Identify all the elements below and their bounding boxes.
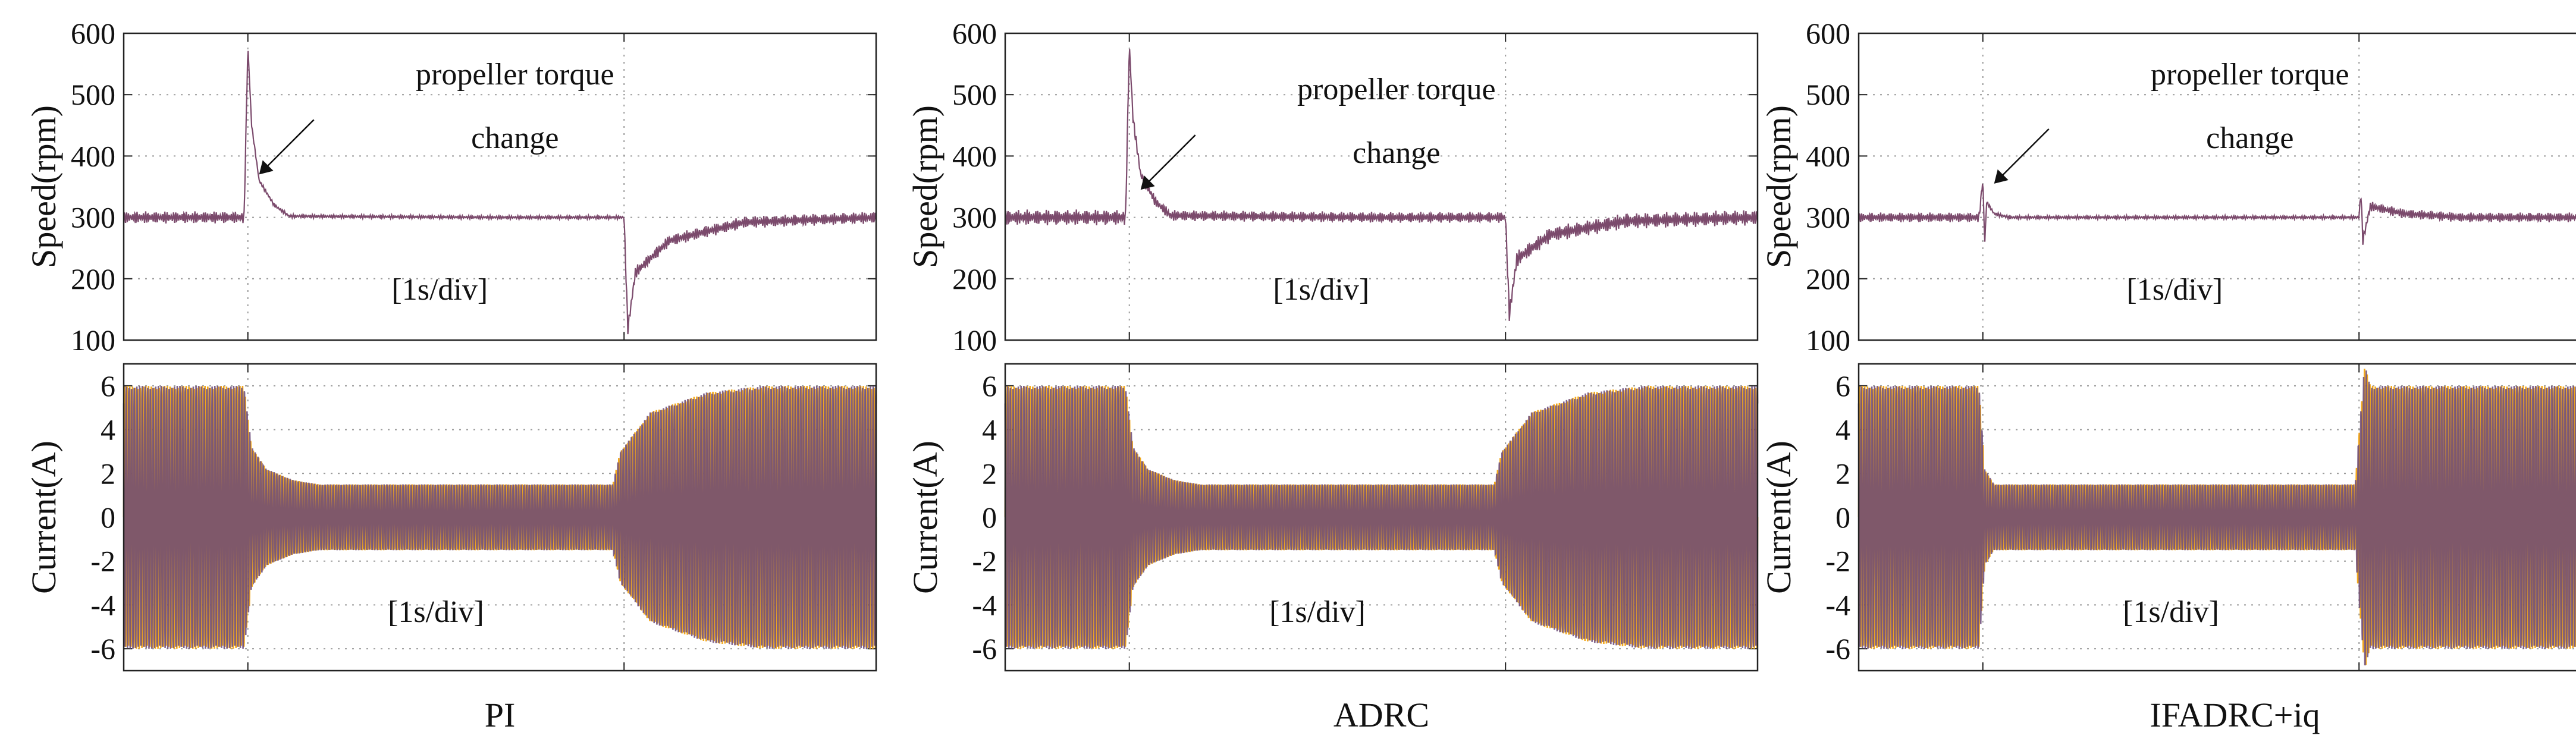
current-ytick-label: -2 xyxy=(1825,545,1850,578)
annotation-line1: propeller torque xyxy=(416,58,614,92)
speed-ylabel: Speed(rpm) xyxy=(24,105,63,268)
current-series-phase-b xyxy=(1004,385,1759,649)
annotation-arrow xyxy=(265,119,315,168)
current-ytick-label: -6 xyxy=(90,632,115,665)
current-ylabel: Current(A) xyxy=(1759,441,1798,594)
current-ytick-label: 4 xyxy=(101,413,115,447)
annotation-line2: change xyxy=(1353,136,1440,170)
current-ytick-label: 2 xyxy=(101,457,115,490)
current-ytick-label: 6 xyxy=(101,369,115,403)
speed-ytick-label: 200 xyxy=(1806,262,1850,296)
speed-ytick-label: 100 xyxy=(952,323,997,357)
annotation-line1: propeller torque xyxy=(2151,58,2349,92)
chart-panel-ifadrc-iq: 100 200 300 400 500 600 Speed(rpm) propeller to… xyxy=(1759,17,2576,734)
annotation-arrow xyxy=(1147,134,1196,184)
current-ytick-label: -2 xyxy=(90,545,115,578)
speed-ytick-label: 500 xyxy=(952,78,997,111)
panel-caption: ADRC xyxy=(1334,696,1429,734)
current-ytick-label: 0 xyxy=(1835,501,1850,534)
speed-ytick-label: 300 xyxy=(952,201,997,234)
speed-series-line xyxy=(123,51,877,335)
speed-series-line xyxy=(1858,183,2576,245)
speed-ytick-label: 600 xyxy=(952,17,997,50)
current-ytick-label: -6 xyxy=(1825,632,1850,665)
speed-ytick-label: 200 xyxy=(952,262,997,296)
chart-panel-pi: 100 200 300 400 500 600 Speed(rpm) propeller to… xyxy=(24,17,877,734)
current-ytick-label: -6 xyxy=(972,632,997,665)
speed-time-scale-label: [1s/div] xyxy=(2126,273,2223,307)
panel-caption: IFADRC+iq xyxy=(2150,696,2320,734)
annotation-arrowhead xyxy=(1994,169,2009,184)
speed-ytick-label: 300 xyxy=(1806,201,1850,234)
annotation-line2: change xyxy=(2206,121,2293,155)
current-time-scale-label: [1s/div] xyxy=(388,595,484,629)
speed-ylabel: Speed(rpm) xyxy=(906,105,945,268)
current-time-scale-label: [1s/div] xyxy=(1269,595,1366,629)
speed-axes-frame xyxy=(1004,32,1759,341)
annotation-arrowhead xyxy=(1140,175,1155,190)
current-ytick-label: -2 xyxy=(972,545,997,578)
current-ytick-label: 4 xyxy=(1835,413,1850,447)
speed-time-scale-label: [1s/div] xyxy=(1273,273,1369,307)
panel-caption: PI xyxy=(485,696,516,734)
speed-axes-frame xyxy=(1858,32,2576,341)
speed-axes-frame xyxy=(123,32,877,341)
annotation-line1: propeller torque xyxy=(1297,73,1496,106)
speed-ytick-label: 500 xyxy=(71,78,115,111)
speed-ytick-label: 600 xyxy=(1806,17,1850,50)
current-ytick-label: 6 xyxy=(982,369,997,403)
current-ytick-label: 6 xyxy=(1835,369,1850,403)
current-ytick-label: 4 xyxy=(982,413,997,447)
speed-ytick-label: 400 xyxy=(1806,139,1850,172)
current-ylabel: Current(A) xyxy=(906,441,945,594)
speed-ytick-label: 100 xyxy=(1806,323,1850,357)
chart-panel-adrc: 100 200 300 400 500 600 Speed(rpm) propeller to… xyxy=(906,17,1759,734)
current-ylabel: Current(A) xyxy=(24,441,63,594)
current-ytick-label: 0 xyxy=(101,501,115,534)
current-axes-frame xyxy=(1004,363,1759,672)
annotation-arrow xyxy=(2000,128,2050,177)
speed-ytick-label: 600 xyxy=(71,17,115,50)
current-ytick-label: 0 xyxy=(982,501,997,534)
current-series-phase-b xyxy=(1858,370,2576,666)
speed-ytick-label: 500 xyxy=(1806,78,1850,111)
annotation-line2: change xyxy=(471,121,559,155)
current-axes-frame xyxy=(123,363,877,672)
speed-series-line xyxy=(1004,49,1759,321)
current-ytick-label: -4 xyxy=(90,588,115,621)
speed-ytick-label: 300 xyxy=(71,201,115,234)
current-series-phase-b xyxy=(123,385,877,649)
current-ytick-label: 2 xyxy=(1835,457,1850,490)
current-time-scale-label: [1s/div] xyxy=(2123,595,2219,629)
speed-ytick-label: 400 xyxy=(952,139,997,172)
current-ytick-label: -4 xyxy=(1825,588,1850,621)
annotation-arrowhead xyxy=(259,160,274,175)
speed-ytick-label: 400 xyxy=(71,139,115,172)
current-ytick-label: -4 xyxy=(972,588,997,621)
current-axes-frame xyxy=(1858,363,2576,672)
speed-ylabel: Speed(rpm) xyxy=(1759,105,1798,268)
speed-time-scale-label: [1s/div] xyxy=(391,273,488,307)
speed-ytick-label: 200 xyxy=(71,262,115,296)
speed-ytick-label: 100 xyxy=(71,323,115,357)
current-ytick-label: 2 xyxy=(982,457,997,490)
